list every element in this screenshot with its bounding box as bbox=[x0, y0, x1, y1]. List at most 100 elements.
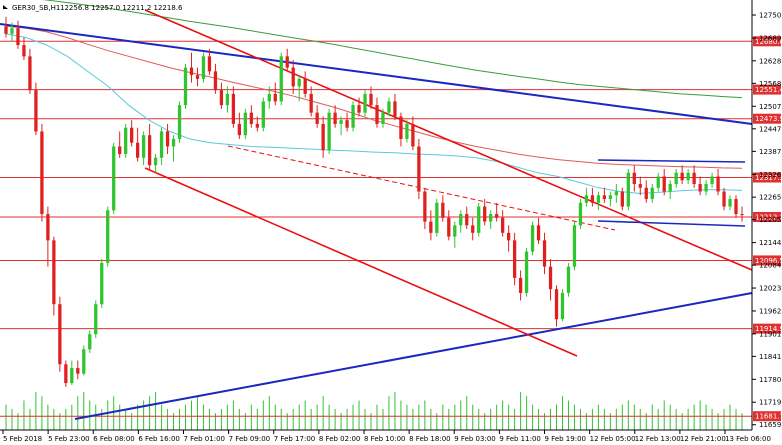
channel-line-bottom[interactable] bbox=[597, 220, 746, 227]
candle-body[interactable] bbox=[578, 202, 583, 226]
candle-body[interactable] bbox=[716, 176, 720, 192]
candle-body[interactable] bbox=[58, 304, 62, 365]
candle-body[interactable] bbox=[4, 26, 8, 34]
candle-body[interactable] bbox=[183, 67, 188, 106]
candle-body[interactable] bbox=[177, 105, 182, 139]
candle-body[interactable] bbox=[572, 225, 577, 267]
candle-body[interactable] bbox=[345, 120, 349, 128]
candle-body[interactable] bbox=[399, 116, 403, 139]
candle-body[interactable] bbox=[435, 202, 439, 233]
candle-body[interactable] bbox=[64, 364, 68, 384]
candle-body[interactable] bbox=[608, 195, 613, 200]
candle-body[interactable] bbox=[596, 195, 601, 203]
candle-body[interactable] bbox=[453, 225, 457, 237]
candle-body[interactable] bbox=[351, 105, 355, 128]
candle-body[interactable] bbox=[405, 123, 409, 139]
candle-body[interactable] bbox=[339, 120, 343, 124]
candle-body[interactable] bbox=[393, 101, 397, 117]
candle-body[interactable] bbox=[740, 214, 744, 216]
candle-body[interactable] bbox=[369, 93, 373, 106]
candle-body[interactable] bbox=[94, 304, 98, 335]
candle-body[interactable] bbox=[118, 146, 122, 154]
candle-body[interactable] bbox=[536, 225, 541, 241]
candle-body[interactable] bbox=[100, 262, 104, 305]
candle-body[interactable] bbox=[680, 172, 684, 181]
candle-body[interactable] bbox=[273, 93, 277, 102]
candle-body[interactable] bbox=[734, 199, 738, 215]
candle-body[interactable] bbox=[219, 90, 224, 106]
candle-body[interactable] bbox=[34, 90, 38, 132]
candle-body[interactable] bbox=[10, 28, 14, 34]
candle-body[interactable] bbox=[441, 202, 445, 218]
candle-body[interactable] bbox=[82, 349, 86, 374]
candle-body[interactable] bbox=[237, 123, 242, 136]
candle-body[interactable] bbox=[506, 232, 511, 241]
candle-body[interactable] bbox=[590, 195, 595, 203]
channel-line-top[interactable] bbox=[597, 159, 746, 163]
candle-body[interactable] bbox=[674, 172, 678, 185]
candle-body[interactable] bbox=[189, 67, 194, 76]
candle-body[interactable] bbox=[411, 123, 415, 147]
candle-body[interactable] bbox=[195, 75, 200, 79]
candle-body[interactable] bbox=[207, 56, 212, 72]
candle-body[interactable] bbox=[363, 93, 367, 113]
candle-body[interactable] bbox=[171, 138, 176, 147]
candle-body[interactable] bbox=[686, 172, 690, 181]
trend-line-red-dashed[interactable] bbox=[227, 145, 616, 231]
candle-body[interactable] bbox=[644, 187, 648, 200]
candle-body[interactable] bbox=[530, 225, 535, 252]
candle-body[interactable] bbox=[16, 28, 20, 46]
candle-body[interactable] bbox=[243, 112, 247, 136]
candle-body[interactable] bbox=[614, 191, 618, 196]
candle-body[interactable] bbox=[375, 105, 379, 124]
candle-body[interactable] bbox=[321, 123, 325, 151]
candle-body[interactable] bbox=[327, 112, 331, 151]
candle-body[interactable] bbox=[112, 146, 116, 211]
candle-body[interactable] bbox=[447, 217, 451, 237]
candle-body[interactable] bbox=[668, 184, 672, 192]
candle-body[interactable] bbox=[124, 127, 128, 154]
candle-body[interactable] bbox=[28, 56, 32, 91]
candle-body[interactable] bbox=[279, 56, 283, 102]
candle-body[interactable] bbox=[255, 123, 259, 128]
candle-body[interactable] bbox=[153, 157, 158, 166]
trend-line-red-upper[interactable] bbox=[144, 9, 753, 271]
candle-body[interactable] bbox=[632, 172, 636, 185]
candle-body[interactable] bbox=[417, 146, 421, 192]
candle-body[interactable] bbox=[560, 292, 565, 320]
candle-body[interactable] bbox=[656, 176, 660, 188]
candle-body[interactable] bbox=[387, 101, 391, 113]
candle-body[interactable] bbox=[357, 105, 361, 113]
candle-body[interactable] bbox=[710, 176, 714, 185]
trend-line-blue-upper[interactable] bbox=[0, 23, 753, 125]
candle-body[interactable] bbox=[201, 56, 206, 79]
candle-body[interactable] bbox=[231, 93, 236, 124]
candle-body[interactable] bbox=[471, 225, 475, 233]
candle-body[interactable] bbox=[459, 214, 463, 226]
candle-body[interactable] bbox=[518, 277, 523, 293]
candle-body[interactable] bbox=[620, 191, 624, 207]
candle-body[interactable] bbox=[261, 101, 265, 128]
candle-body[interactable] bbox=[76, 368, 80, 374]
candle-body[interactable] bbox=[584, 195, 589, 203]
candle-body[interactable] bbox=[626, 172, 630, 207]
candle-body[interactable] bbox=[477, 206, 481, 233]
candle-body[interactable] bbox=[333, 112, 337, 124]
candle-body[interactable] bbox=[70, 368, 74, 384]
candle-body[interactable] bbox=[165, 131, 170, 147]
candle-body[interactable] bbox=[542, 240, 547, 267]
candle-body[interactable] bbox=[501, 217, 505, 233]
candle-body[interactable] bbox=[465, 214, 469, 226]
candle-body[interactable] bbox=[512, 240, 517, 278]
candle-body[interactable] bbox=[722, 191, 726, 207]
candle-body[interactable] bbox=[638, 184, 642, 188]
candle-body[interactable] bbox=[554, 289, 559, 320]
candle-body[interactable] bbox=[303, 78, 307, 94]
candle-body[interactable] bbox=[147, 135, 152, 166]
candle-body[interactable] bbox=[495, 214, 499, 218]
candle-body[interactable] bbox=[698, 184, 702, 192]
candle-body[interactable] bbox=[225, 93, 230, 106]
candle-body[interactable] bbox=[728, 199, 732, 207]
candle-body[interactable] bbox=[291, 67, 295, 87]
